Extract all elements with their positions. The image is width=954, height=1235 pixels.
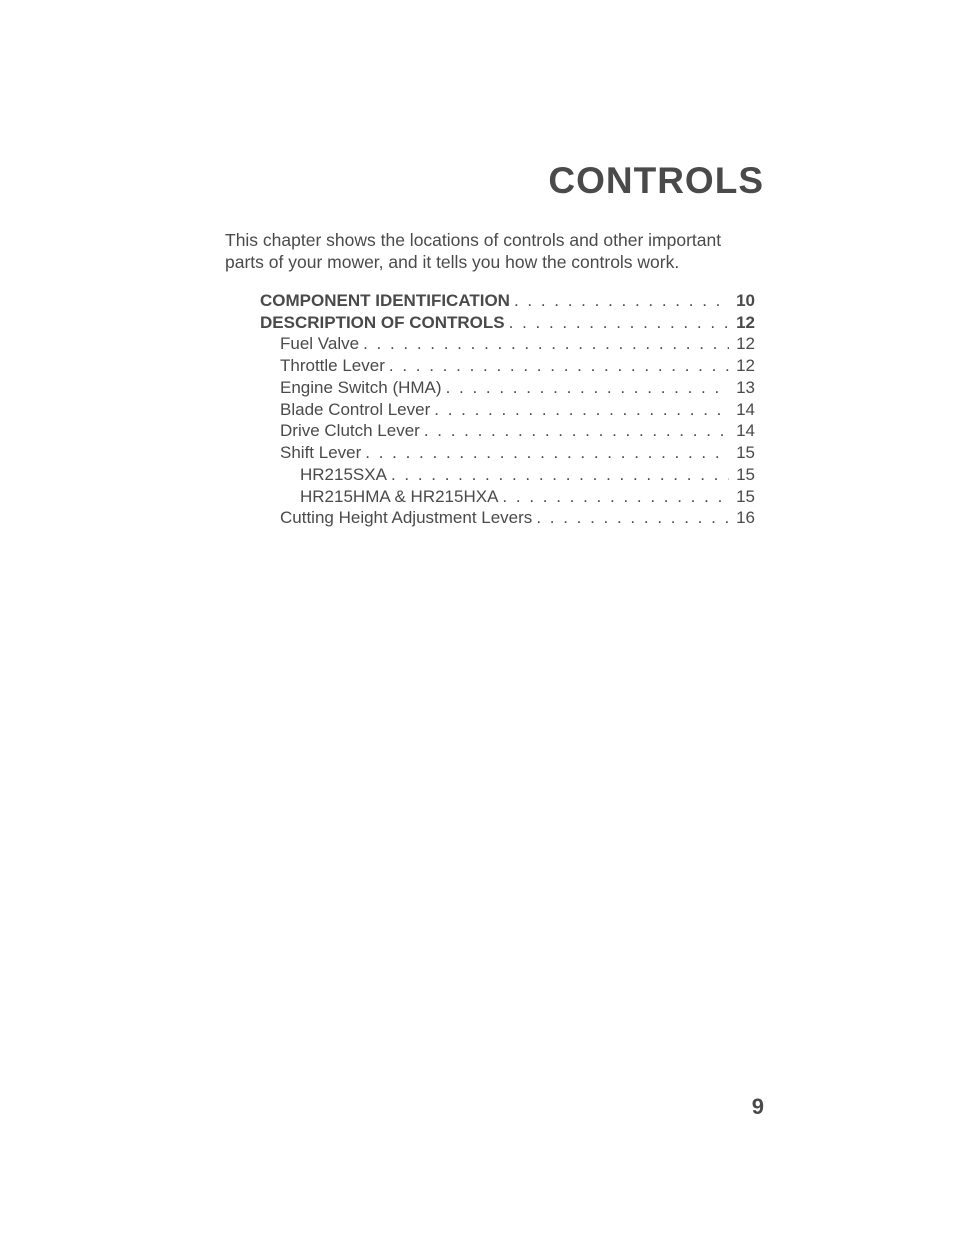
toc-entry: COMPONENT IDENTIFICATION 10 [260, 290, 755, 312]
toc-leader [420, 420, 729, 442]
toc-leader [359, 333, 729, 355]
toc-entry: Fuel Valve 12 [260, 333, 755, 355]
toc-label: Shift Lever [280, 442, 361, 464]
toc-label: HR215SXA [300, 464, 387, 486]
toc-page: 15 [729, 464, 755, 486]
toc-label: DESCRIPTION OF CONTROLS [260, 312, 505, 334]
toc-entry: Cutting Height Adjustment Levers 16 [260, 507, 755, 529]
toc-label: Fuel Valve [280, 333, 359, 355]
toc-page: 12 [729, 333, 755, 355]
toc-label: HR215HMA & HR215HXA [300, 486, 498, 508]
toc-entry: HR215HMA & HR215HXA 15 [260, 486, 755, 508]
toc-leader [442, 377, 729, 399]
toc-label: Cutting Height Adjustment Levers [280, 507, 532, 529]
page-number: 9 [752, 1094, 764, 1120]
toc-page: 15 [729, 486, 755, 508]
chapter-intro: This chapter shows the locations of cont… [225, 230, 764, 274]
toc-page: 12 [729, 355, 755, 377]
toc-label: COMPONENT IDENTIFICATION [260, 290, 510, 312]
toc-leader [498, 486, 729, 508]
toc-leader [430, 399, 729, 421]
toc-entry: Blade Control Lever 14 [260, 399, 755, 421]
toc-entry: Shift Lever 15 [260, 442, 755, 464]
toc-entry: Drive Clutch Lever 14 [260, 420, 755, 442]
toc-page: 15 [729, 442, 755, 464]
toc-label: Blade Control Lever [280, 399, 430, 421]
toc-leader [510, 290, 729, 312]
table-of-contents: COMPONENT IDENTIFICATION 10 DESCRIPTION … [260, 290, 755, 529]
toc-entry: Engine Switch (HMA) 13 [260, 377, 755, 399]
toc-leader [387, 464, 729, 486]
toc-leader [532, 507, 729, 529]
toc-page: 14 [729, 399, 755, 421]
document-page: CONTROLS This chapter shows the location… [0, 0, 954, 1235]
toc-label: Drive Clutch Lever [280, 420, 420, 442]
toc-entry: Throttle Lever 12 [260, 355, 755, 377]
toc-page: 14 [729, 420, 755, 442]
chapter-title: CONTROLS [225, 160, 764, 202]
toc-leader [361, 442, 729, 464]
toc-page: 10 [729, 290, 755, 312]
toc-label: Throttle Lever [280, 355, 385, 377]
toc-entry: DESCRIPTION OF CONTROLS 12 [260, 312, 755, 334]
toc-page: 13 [729, 377, 755, 399]
toc-leader [505, 312, 729, 334]
toc-entry: HR215SXA 15 [260, 464, 755, 486]
toc-label: Engine Switch (HMA) [280, 377, 442, 399]
toc-page: 12 [729, 312, 755, 334]
toc-page: 16 [729, 507, 755, 529]
toc-leader [385, 355, 729, 377]
